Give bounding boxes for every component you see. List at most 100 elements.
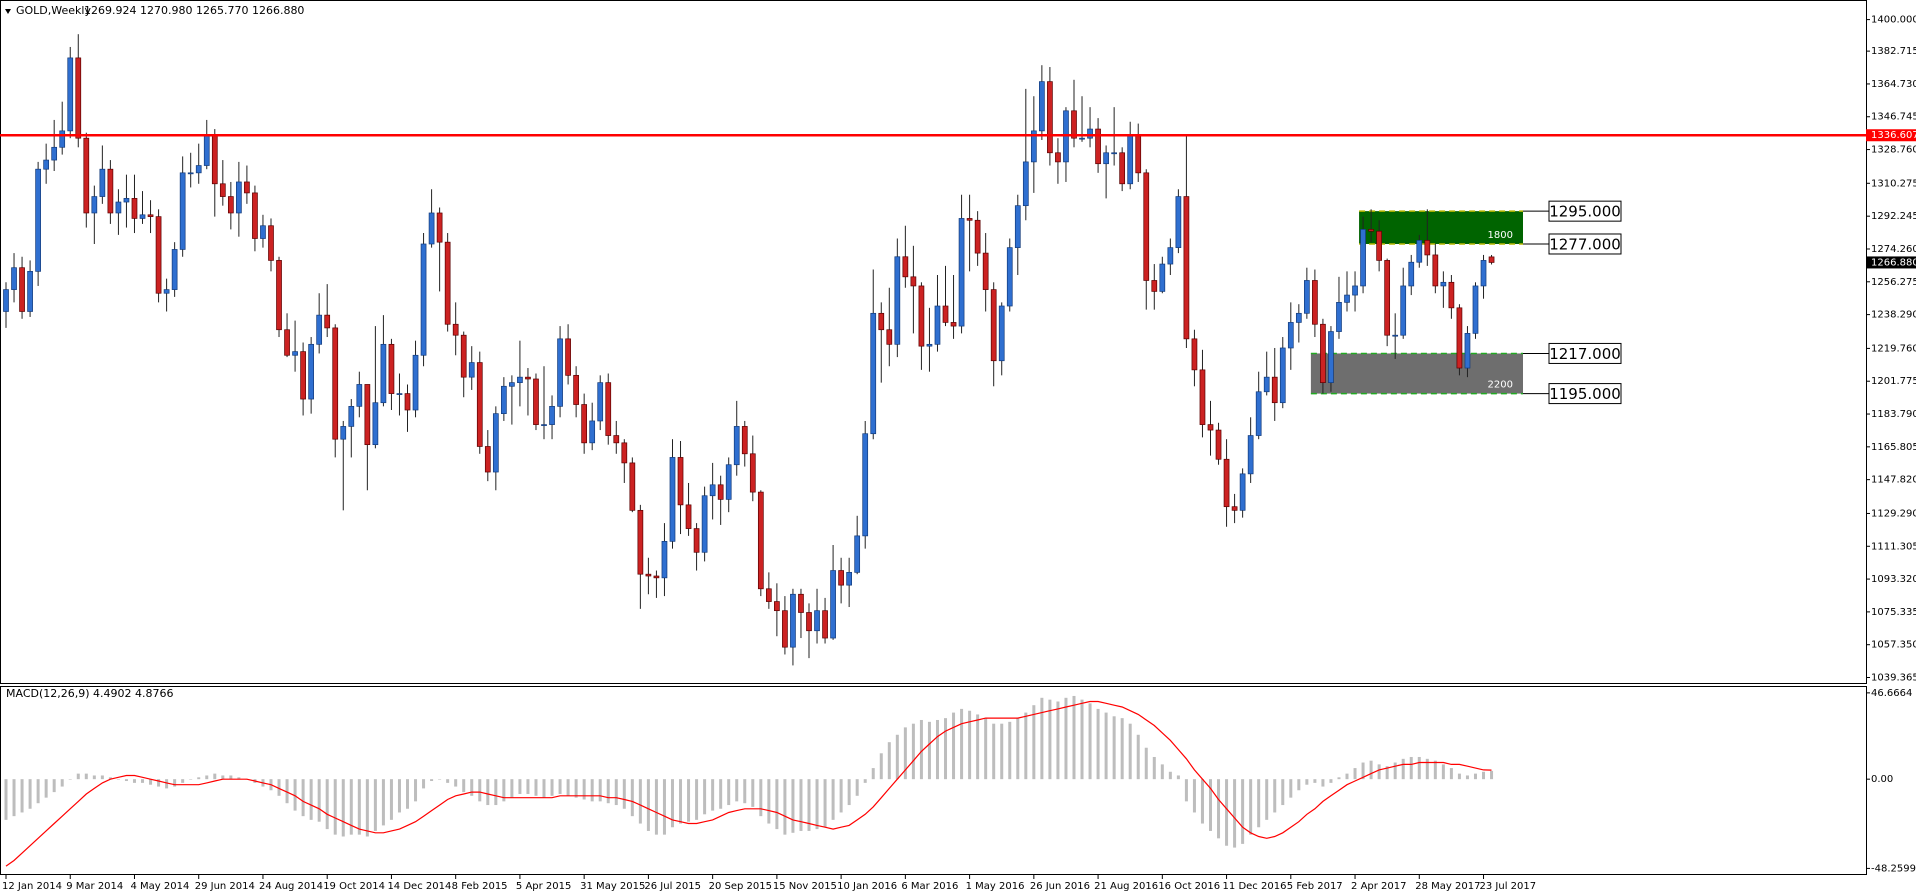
macd-bar bbox=[1313, 779, 1317, 783]
candle-body bbox=[1400, 285, 1407, 336]
candle-body bbox=[822, 610, 828, 639]
candle-body bbox=[934, 305, 941, 345]
y-tick-label: 1328.760 bbox=[1871, 145, 1916, 156]
macd-bar bbox=[1233, 779, 1237, 848]
macd-bar bbox=[406, 779, 409, 809]
macd-bar bbox=[855, 779, 859, 796]
candle-body bbox=[244, 181, 250, 194]
y-tick-label: 1382.715 bbox=[1871, 46, 1916, 57]
candle-body bbox=[452, 323, 459, 336]
macd-bar bbox=[1128, 723, 1132, 780]
macd-bar bbox=[1257, 779, 1261, 828]
candle-body bbox=[83, 137, 90, 214]
macd-bar bbox=[727, 779, 731, 806]
macd-bar bbox=[397, 779, 401, 813]
candle-body bbox=[1095, 128, 1101, 165]
macd-bar bbox=[92, 775, 96, 780]
candle-body bbox=[1352, 285, 1358, 296]
candle-body bbox=[613, 435, 620, 444]
candle-body bbox=[1071, 110, 1077, 139]
macd-bar bbox=[100, 775, 104, 780]
candle-body bbox=[1231, 506, 1238, 511]
macd-bar bbox=[622, 779, 626, 809]
candle-body bbox=[420, 243, 427, 356]
y-tick-label: 1201.775 bbox=[1871, 376, 1916, 387]
macd-bar bbox=[510, 779, 514, 798]
macd-bar bbox=[687, 779, 691, 822]
candle-body bbox=[1384, 260, 1391, 336]
macd-bar bbox=[357, 779, 361, 835]
macd-bar bbox=[1385, 766, 1389, 780]
macd-bar bbox=[446, 779, 450, 783]
candle-body bbox=[171, 249, 178, 290]
x-tick-label: 28 May 2017 bbox=[1415, 881, 1480, 892]
macd-bar bbox=[703, 779, 707, 815]
zone bbox=[1310, 353, 1523, 394]
x-tick-label: 2 Apr 2017 bbox=[1351, 881, 1406, 892]
macd-bar bbox=[4, 779, 8, 820]
macd-bar bbox=[229, 775, 233, 780]
macd-bar bbox=[550, 779, 554, 796]
candle-body bbox=[1119, 152, 1126, 185]
candle-body bbox=[806, 612, 812, 632]
macd-title: MACD(12,26,9) 4.4902 4.8766 bbox=[6, 687, 174, 700]
macd-bar bbox=[630, 779, 634, 817]
macd-bar bbox=[590, 779, 594, 802]
macd-bar bbox=[879, 753, 883, 780]
macd-bar bbox=[807, 779, 811, 831]
candle-body bbox=[308, 343, 314, 400]
macd-bar bbox=[911, 723, 915, 780]
macd-bar bbox=[430, 779, 434, 782]
candle-body bbox=[460, 334, 467, 378]
macd-bar bbox=[654, 779, 658, 835]
macd-bar bbox=[141, 779, 145, 783]
macd-bar bbox=[373, 779, 377, 831]
y-tick-label: 46.6664 bbox=[1871, 688, 1912, 699]
macd-bar bbox=[638, 779, 642, 824]
macd-bar bbox=[1401, 758, 1405, 780]
candle-body bbox=[19, 267, 25, 312]
macd-bar bbox=[1000, 723, 1004, 780]
macd-bar bbox=[791, 779, 795, 833]
candle-body bbox=[1039, 81, 1045, 132]
candle-body bbox=[1215, 429, 1222, 460]
macd-bar bbox=[887, 742, 891, 780]
level-label: 1336.607 bbox=[1871, 130, 1916, 141]
macd-bar bbox=[799, 779, 803, 831]
y-tick-label: 1292.245 bbox=[1871, 211, 1916, 222]
macd-bar bbox=[1377, 764, 1381, 780]
candle-body bbox=[1392, 334, 1399, 337]
candle-body bbox=[974, 219, 981, 254]
candle-body bbox=[43, 159, 50, 170]
candle-body bbox=[1055, 152, 1061, 163]
price-label: 1217.000 bbox=[1549, 345, 1621, 363]
macd-bar bbox=[1473, 773, 1477, 780]
macd-bar bbox=[181, 779, 185, 783]
macd-bar bbox=[1088, 703, 1092, 780]
menu-icon[interactable] bbox=[5, 9, 11, 14]
candle-body bbox=[3, 289, 9, 312]
candle-body bbox=[1151, 280, 1158, 292]
candle-body bbox=[324, 314, 331, 329]
candle-body bbox=[27, 271, 33, 312]
candle-body bbox=[1448, 281, 1455, 309]
candle-body bbox=[468, 362, 475, 378]
macd-bar bbox=[1144, 747, 1148, 780]
macd-bar bbox=[1297, 779, 1301, 791]
macd-bar bbox=[221, 775, 225, 780]
candle-body bbox=[1175, 196, 1182, 248]
macd-bar bbox=[783, 779, 787, 835]
candle-body bbox=[565, 338, 571, 376]
y-tick-label: 1256.275 bbox=[1871, 277, 1916, 288]
macd-bar bbox=[759, 779, 763, 817]
candle-body bbox=[942, 305, 949, 323]
candle-body bbox=[517, 376, 523, 383]
candle-body bbox=[677, 457, 684, 506]
candle-body bbox=[163, 289, 170, 294]
macd-bar bbox=[968, 710, 972, 780]
candle-body bbox=[1328, 331, 1334, 383]
macd-bar bbox=[157, 779, 161, 787]
macd-bar bbox=[1225, 779, 1229, 846]
candle-body bbox=[372, 402, 379, 446]
candle-body bbox=[436, 212, 443, 243]
